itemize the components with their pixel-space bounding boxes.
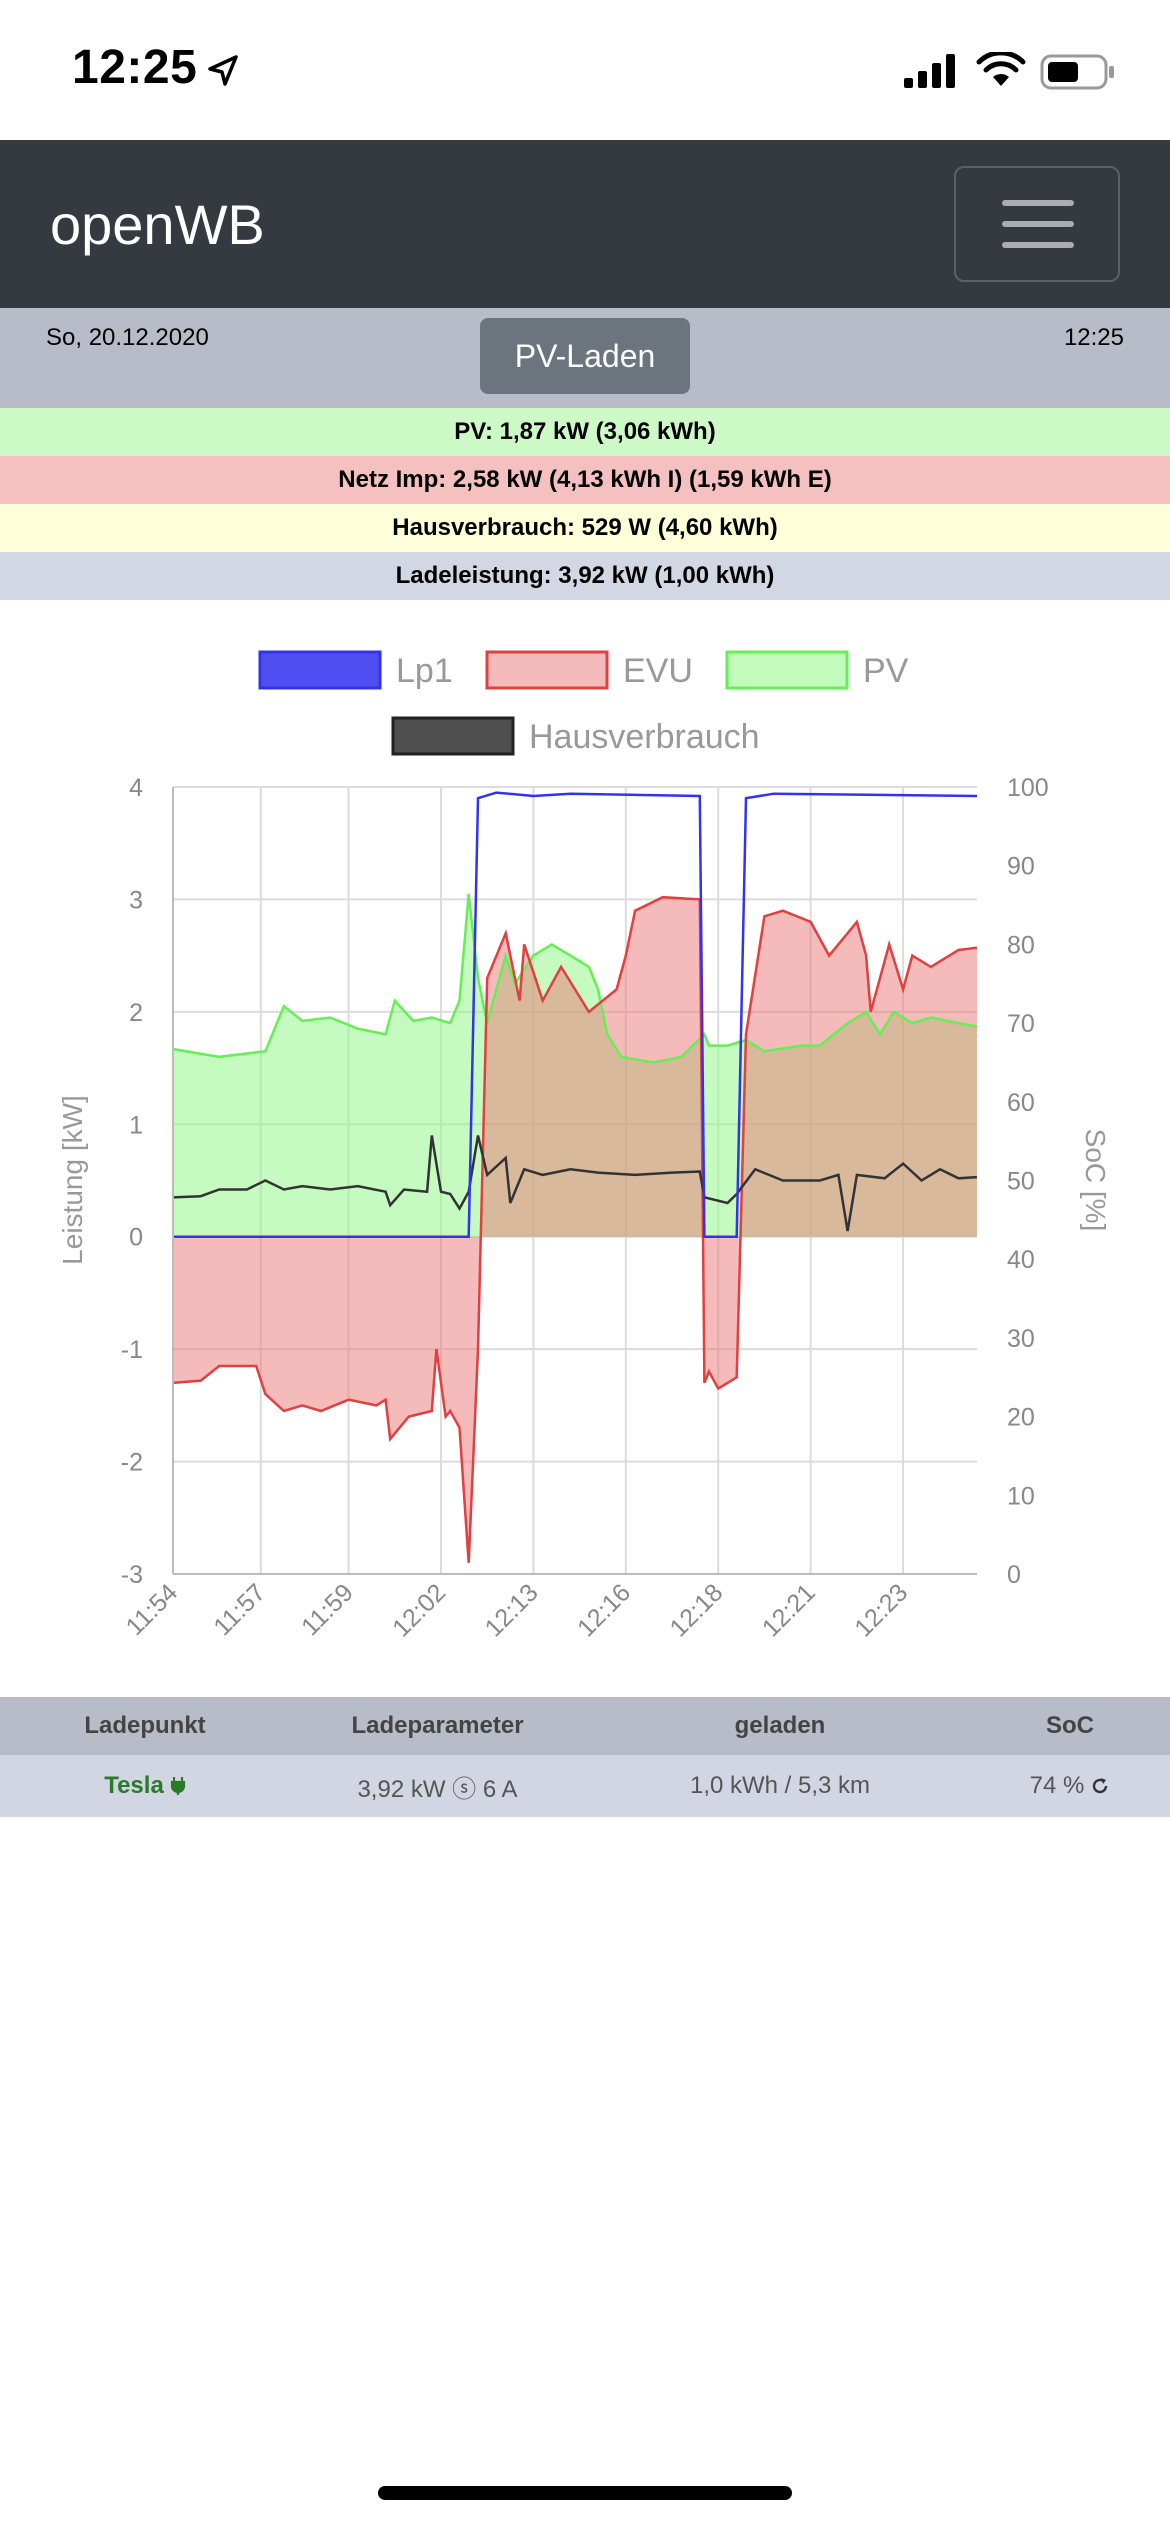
refresh-icon[interactable] xyxy=(1090,1776,1110,1796)
legend-evu-swatch xyxy=(485,650,609,690)
pv-summary: PV: 1,87 kW (3,06 kWh) xyxy=(0,408,1170,456)
x-tick-label: 11:57 xyxy=(208,1578,271,1641)
y-tick-label: 4 xyxy=(129,774,143,802)
legend-hausverbrauch-swatch xyxy=(391,716,515,756)
hamburger-menu-icon xyxy=(1002,221,1074,227)
column-header-soc: SoC xyxy=(1046,1712,1094,1739)
pv-line xyxy=(172,893,978,1064)
y-tick-label: -3 xyxy=(121,1561,143,1589)
soc-value: 74 % xyxy=(1029,1772,1085,1799)
x-tick-label: 12:16 xyxy=(572,1578,636,1642)
charge-mode-button[interactable]: PV-Laden xyxy=(480,318,690,394)
time-display: 12:25 xyxy=(1063,324,1124,351)
y2-tick-label: 70 xyxy=(1007,1010,1035,1038)
y-tick-label: 2 xyxy=(129,999,143,1027)
status-time: 12:25 xyxy=(72,41,198,94)
lp1-line xyxy=(173,791,978,1238)
y2-tick-label: 80 xyxy=(1007,931,1035,959)
y-axis-title: Leistung [kW] xyxy=(57,1095,88,1265)
evu-area xyxy=(173,897,977,1563)
y-tick-label: -1 xyxy=(121,1336,143,1364)
legend-pv-swatch xyxy=(725,650,849,690)
hausverbrauch-line xyxy=(172,1135,978,1232)
navbar: openWB xyxy=(0,140,1170,308)
legend-evu-label: EVU xyxy=(623,652,693,690)
table-row: Tesla 3,92 kW ⓢ 6 A 1,0 kWh / 5,3 km 74 … xyxy=(0,1755,1170,1817)
menu-button[interactable] xyxy=(954,166,1120,282)
status-bar: 12:25 xyxy=(0,0,1170,140)
charged-energy: 1,0 kWh / 5,3 km xyxy=(689,1772,871,1799)
y2-tick-label: 100 xyxy=(1007,774,1049,802)
x-tick-label: 12:21 xyxy=(757,1578,821,1642)
charge-parameters: 3,92 kW ⓢ 6 A xyxy=(357,1775,518,1803)
y2-tick-label: 30 xyxy=(1007,1325,1035,1353)
battery-icon xyxy=(1040,54,1114,90)
x-tick-label: 12:02 xyxy=(387,1578,451,1642)
table-header: Ladepunkt Ladeparameter geladen SoC xyxy=(0,1697,1170,1755)
y2-tick-label: 40 xyxy=(1007,1246,1035,1274)
soc-cell[interactable]: 74 % xyxy=(1000,1755,1140,1817)
y2-tick-label: 50 xyxy=(1007,1168,1035,1196)
hamburger-menu-icon xyxy=(1002,242,1074,248)
location-arrow-icon xyxy=(208,55,238,86)
chargepoint-name-cell[interactable]: Tesla xyxy=(40,1755,250,1817)
cellular-signal-icon xyxy=(904,54,955,88)
x-tick-label: 12:18 xyxy=(664,1578,728,1642)
legend-lp1-label: Lp1 xyxy=(396,652,453,690)
y-tick-label: 3 xyxy=(129,886,143,914)
wifi-icon xyxy=(976,52,1026,86)
legend-hausverbrauch-label: Hausverbrauch xyxy=(529,718,760,756)
house-summary: Hausverbrauch: 529 W (4,60 kWh) xyxy=(0,504,1170,552)
y-tick-label: 0 xyxy=(129,1224,143,1252)
info-header: So, 20.12.2020 PV-Laden 12:25 xyxy=(0,308,1170,408)
legend-pv-label: PV xyxy=(863,652,909,690)
y2-tick-label: 10 xyxy=(1007,1482,1035,1510)
y-tick-label: 1 xyxy=(129,1111,143,1139)
charge-summary: Ladeleistung: 3,92 kW (1,00 kWh) xyxy=(0,552,1170,600)
hamburger-menu-icon xyxy=(1002,200,1074,206)
home-indicator[interactable] xyxy=(378,2486,792,2500)
y2-tick-label: 90 xyxy=(1007,853,1035,881)
y2-tick-label: 0 xyxy=(1007,1561,1021,1589)
column-header-ladepunkt: Ladepunkt xyxy=(84,1712,206,1739)
y2-tick-label: 20 xyxy=(1007,1404,1035,1432)
x-tick-label: 11:59 xyxy=(296,1578,359,1641)
chargepoint-name: Tesla xyxy=(104,1772,164,1799)
grid-summary: Netz Imp: 2,58 kW (4,13 kWh I) (1,59 kWh… xyxy=(0,456,1170,504)
plug-icon xyxy=(170,1777,185,1795)
evu-line xyxy=(172,895,978,1563)
brand-logo[interactable]: openWB xyxy=(50,193,265,256)
y2-axis-title: SoC [%] xyxy=(1080,1129,1111,1232)
legend-lp1-swatch xyxy=(258,650,382,690)
column-header-geladen: geladen xyxy=(734,1712,826,1739)
date-display: So, 20.12.2020 xyxy=(46,324,209,351)
x-tick-label: 12:23 xyxy=(849,1578,913,1642)
power-chart: Lp1 EVU PVHausverbrauch43210-1-2-310090807… xyxy=(57,650,1111,1642)
column-header-ladeparameter: Ladeparameter xyxy=(351,1712,524,1739)
y-tick-label: -2 xyxy=(121,1449,143,1477)
y2-tick-label: 60 xyxy=(1007,1089,1035,1117)
x-tick-label: 12:13 xyxy=(480,1578,544,1642)
